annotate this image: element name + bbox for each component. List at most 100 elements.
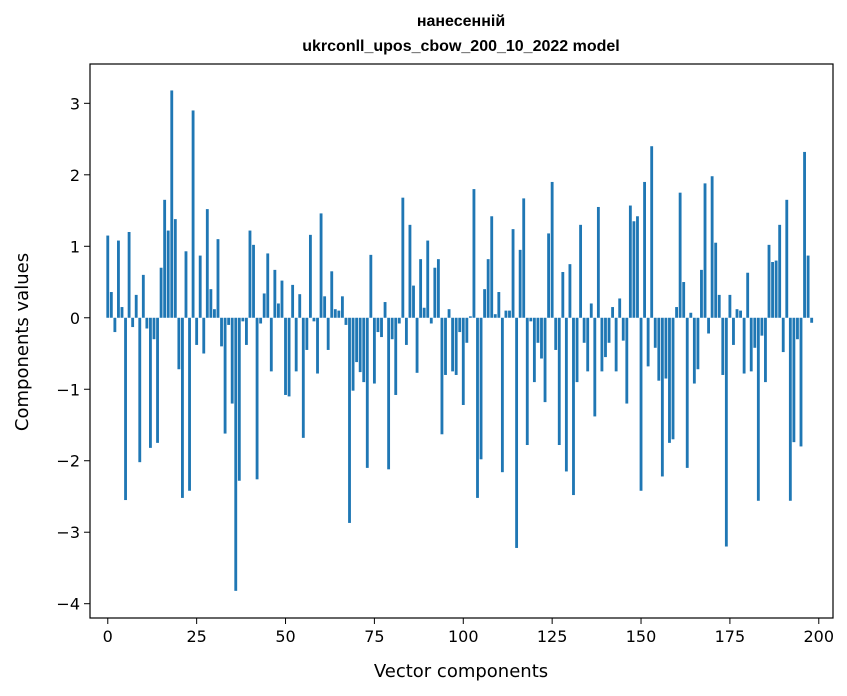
bar-61 — [323, 296, 327, 318]
chart-title: нанесенній — [417, 13, 505, 30]
y-tick-label: −1 — [56, 380, 80, 399]
bar-38 — [241, 317, 245, 322]
bar-94 — [440, 317, 444, 435]
bar-93 — [436, 259, 440, 318]
bar-156 — [660, 317, 664, 477]
bar-118 — [525, 317, 529, 446]
bar-120 — [532, 317, 536, 383]
y-tick-label: 3 — [70, 94, 80, 113]
bar-133 — [579, 224, 583, 318]
bar-104 — [476, 317, 479, 498]
bar-183 — [756, 317, 760, 501]
bar-31 — [216, 239, 220, 318]
bar-175 — [728, 294, 732, 318]
bar-135 — [586, 317, 590, 372]
y-tick-label: 0 — [70, 309, 80, 328]
bar-164 — [689, 312, 693, 318]
bar-20 — [177, 317, 181, 370]
bar-92 — [433, 267, 437, 318]
bar-48 — [276, 303, 280, 318]
bar-187 — [771, 262, 774, 318]
bar-27 — [202, 317, 206, 354]
bar-47 — [273, 269, 277, 318]
bar-102 — [468, 316, 472, 318]
bar-186 — [767, 244, 771, 318]
bar-39 — [245, 317, 248, 345]
bar-121 — [536, 317, 540, 343]
bar-17 — [166, 230, 170, 318]
bar-114 — [511, 229, 515, 318]
bar-161 — [678, 192, 682, 318]
bar-26 — [198, 255, 202, 318]
bar-194 — [796, 317, 799, 340]
bar-11 — [145, 317, 149, 329]
bar-169 — [707, 317, 710, 334]
bar-166 — [696, 317, 700, 370]
bar-128 — [561, 272, 565, 318]
bar-144 — [618, 298, 622, 318]
bar-158 — [668, 317, 671, 443]
bar-131 — [572, 317, 575, 496]
bar-21 — [181, 317, 184, 498]
bar-185 — [764, 317, 767, 383]
bar-165 — [692, 317, 696, 384]
y-tick-label: −2 — [56, 452, 80, 471]
bar-152 — [646, 317, 650, 367]
bar-41 — [252, 244, 255, 318]
bar-34 — [227, 317, 231, 325]
bar-56 — [305, 317, 309, 350]
bar-124 — [547, 233, 551, 318]
bar-197 — [806, 255, 810, 318]
bar-111 — [500, 317, 504, 473]
bar-145 — [621, 317, 625, 341]
bar-81 — [394, 317, 398, 395]
bar-66 — [340, 296, 344, 318]
bar-36 — [234, 317, 238, 591]
x-tick-label: 100 — [448, 627, 479, 646]
bar-100 — [461, 317, 465, 405]
bar-35 — [230, 317, 234, 404]
bar-43 — [259, 317, 263, 324]
bar-98 — [454, 317, 458, 375]
bar-18 — [170, 90, 174, 318]
bar-25 — [195, 317, 199, 345]
bar-101 — [465, 317, 469, 343]
bar-180 — [746, 272, 750, 318]
bar-2 — [113, 317, 117, 333]
bar-87 — [415, 317, 419, 373]
bar-14 — [156, 317, 159, 443]
bar-82 — [397, 317, 401, 324]
bar-191 — [785, 199, 789, 318]
bar-141 — [607, 317, 611, 343]
bar-159 — [671, 317, 675, 440]
bar-172 — [717, 294, 721, 318]
bar-74 — [369, 254, 373, 318]
bar-181 — [749, 317, 753, 372]
bar-59 — [316, 317, 319, 374]
bar-151 — [643, 181, 646, 318]
y-tick-label: 2 — [70, 166, 80, 185]
bar-179 — [742, 317, 746, 374]
bar-68 — [348, 317, 351, 523]
bar-115 — [515, 317, 519, 548]
bar-174 — [724, 317, 728, 547]
bar-137 — [593, 317, 597, 417]
bar-147 — [628, 205, 632, 318]
bar-117 — [522, 198, 526, 318]
bar-138 — [596, 206, 600, 318]
x-tick-label: 50 — [275, 627, 295, 646]
bar-49 — [280, 280, 284, 318]
bar-8 — [134, 294, 138, 318]
bar-6 — [127, 231, 131, 318]
bar-77 — [380, 317, 383, 338]
bar-63 — [330, 271, 334, 318]
bar-134 — [582, 317, 586, 343]
x-tick-label: 75 — [364, 627, 384, 646]
x-tick-label: 175 — [715, 627, 746, 646]
y-tick-label: −4 — [56, 595, 80, 614]
bar-116 — [518, 249, 522, 318]
bar-73 — [365, 317, 369, 468]
bar-142 — [611, 307, 615, 318]
x-tick-label: 200 — [804, 627, 835, 646]
bar-198 — [810, 317, 814, 323]
